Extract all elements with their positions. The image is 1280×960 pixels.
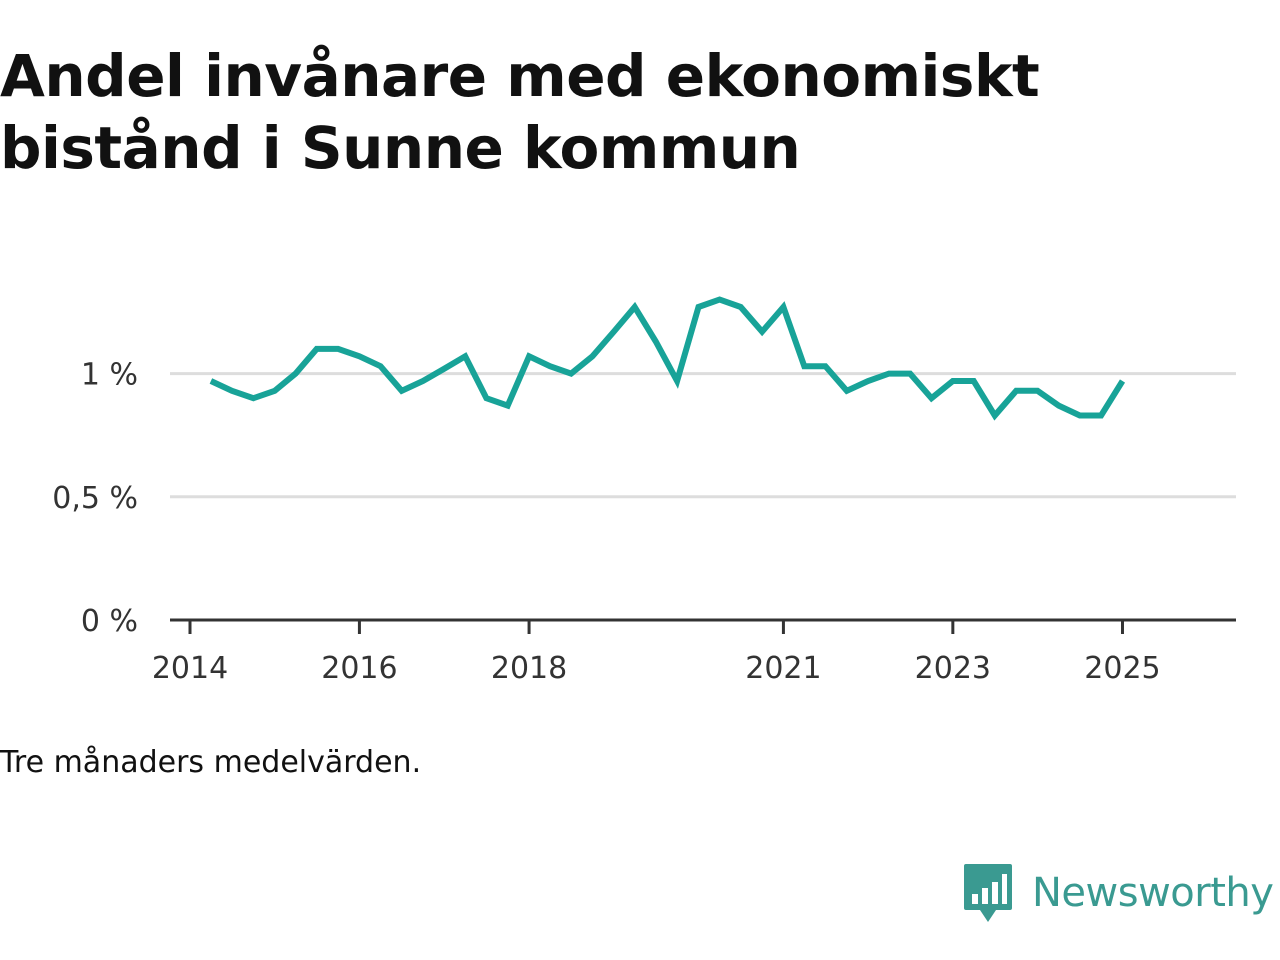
x-tick-label: 2018 — [491, 651, 567, 686]
brand-name: Newsworthy — [1032, 870, 1274, 916]
series-line — [209, 296, 1126, 421]
x-axis-ticks: 2014 2016 2018 2021 2023 2025 — [152, 620, 1161, 686]
x-tick-label: 2025 — [1084, 651, 1160, 686]
x-tick-label: 2023 — [915, 651, 991, 686]
chart-title: Andel invånare med ekonomiskt bistånd i … — [0, 42, 1040, 182]
newsworthy-logo: Newsworthy — [962, 862, 1274, 924]
series-group — [209, 296, 1126, 421]
chart-note: Tre månaders medelvärden. — [0, 745, 422, 780]
y-tick-label: 1 % — [81, 358, 138, 393]
y-tick-label: 0 % — [81, 604, 138, 639]
x-tick-label: 2021 — [745, 651, 821, 686]
y-tick-label: 0,5 % — [52, 481, 138, 516]
x-tick-label: 2016 — [321, 651, 397, 686]
x-tick-label: 2014 — [152, 651, 228, 686]
gridlines — [170, 372, 1236, 499]
y-axis-tick-labels: 0 % 0,5 % 1 % — [52, 358, 138, 639]
bar-chart-speech-bubble-icon — [964, 864, 1012, 922]
